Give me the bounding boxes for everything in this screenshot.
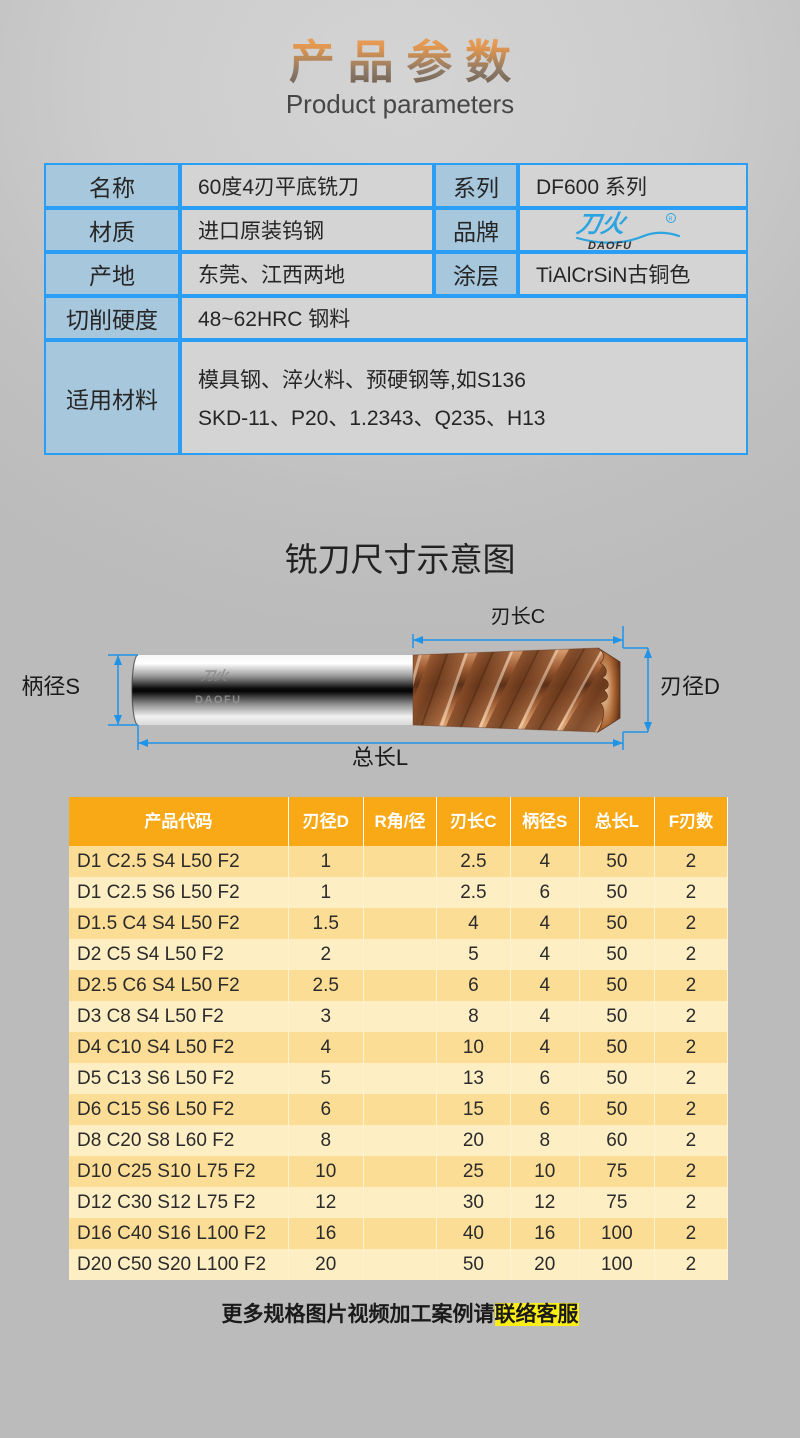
svg-text:刀火: 刀火: [199, 668, 230, 683]
svg-text:R: R: [669, 217, 673, 223]
svg-text:刀火: 刀火: [575, 211, 630, 238]
svg-text:柄径S: 柄径S: [21, 674, 80, 699]
svg-text:DAOFU: DAOFU: [588, 240, 632, 252]
svg-text:刃长C: 刃长C: [491, 605, 545, 628]
svg-text:总长L: 总长L: [352, 745, 408, 770]
svg-text:DAOFU: DAOFU: [195, 694, 242, 706]
svg-text:刃径D: 刃径D: [660, 674, 720, 699]
